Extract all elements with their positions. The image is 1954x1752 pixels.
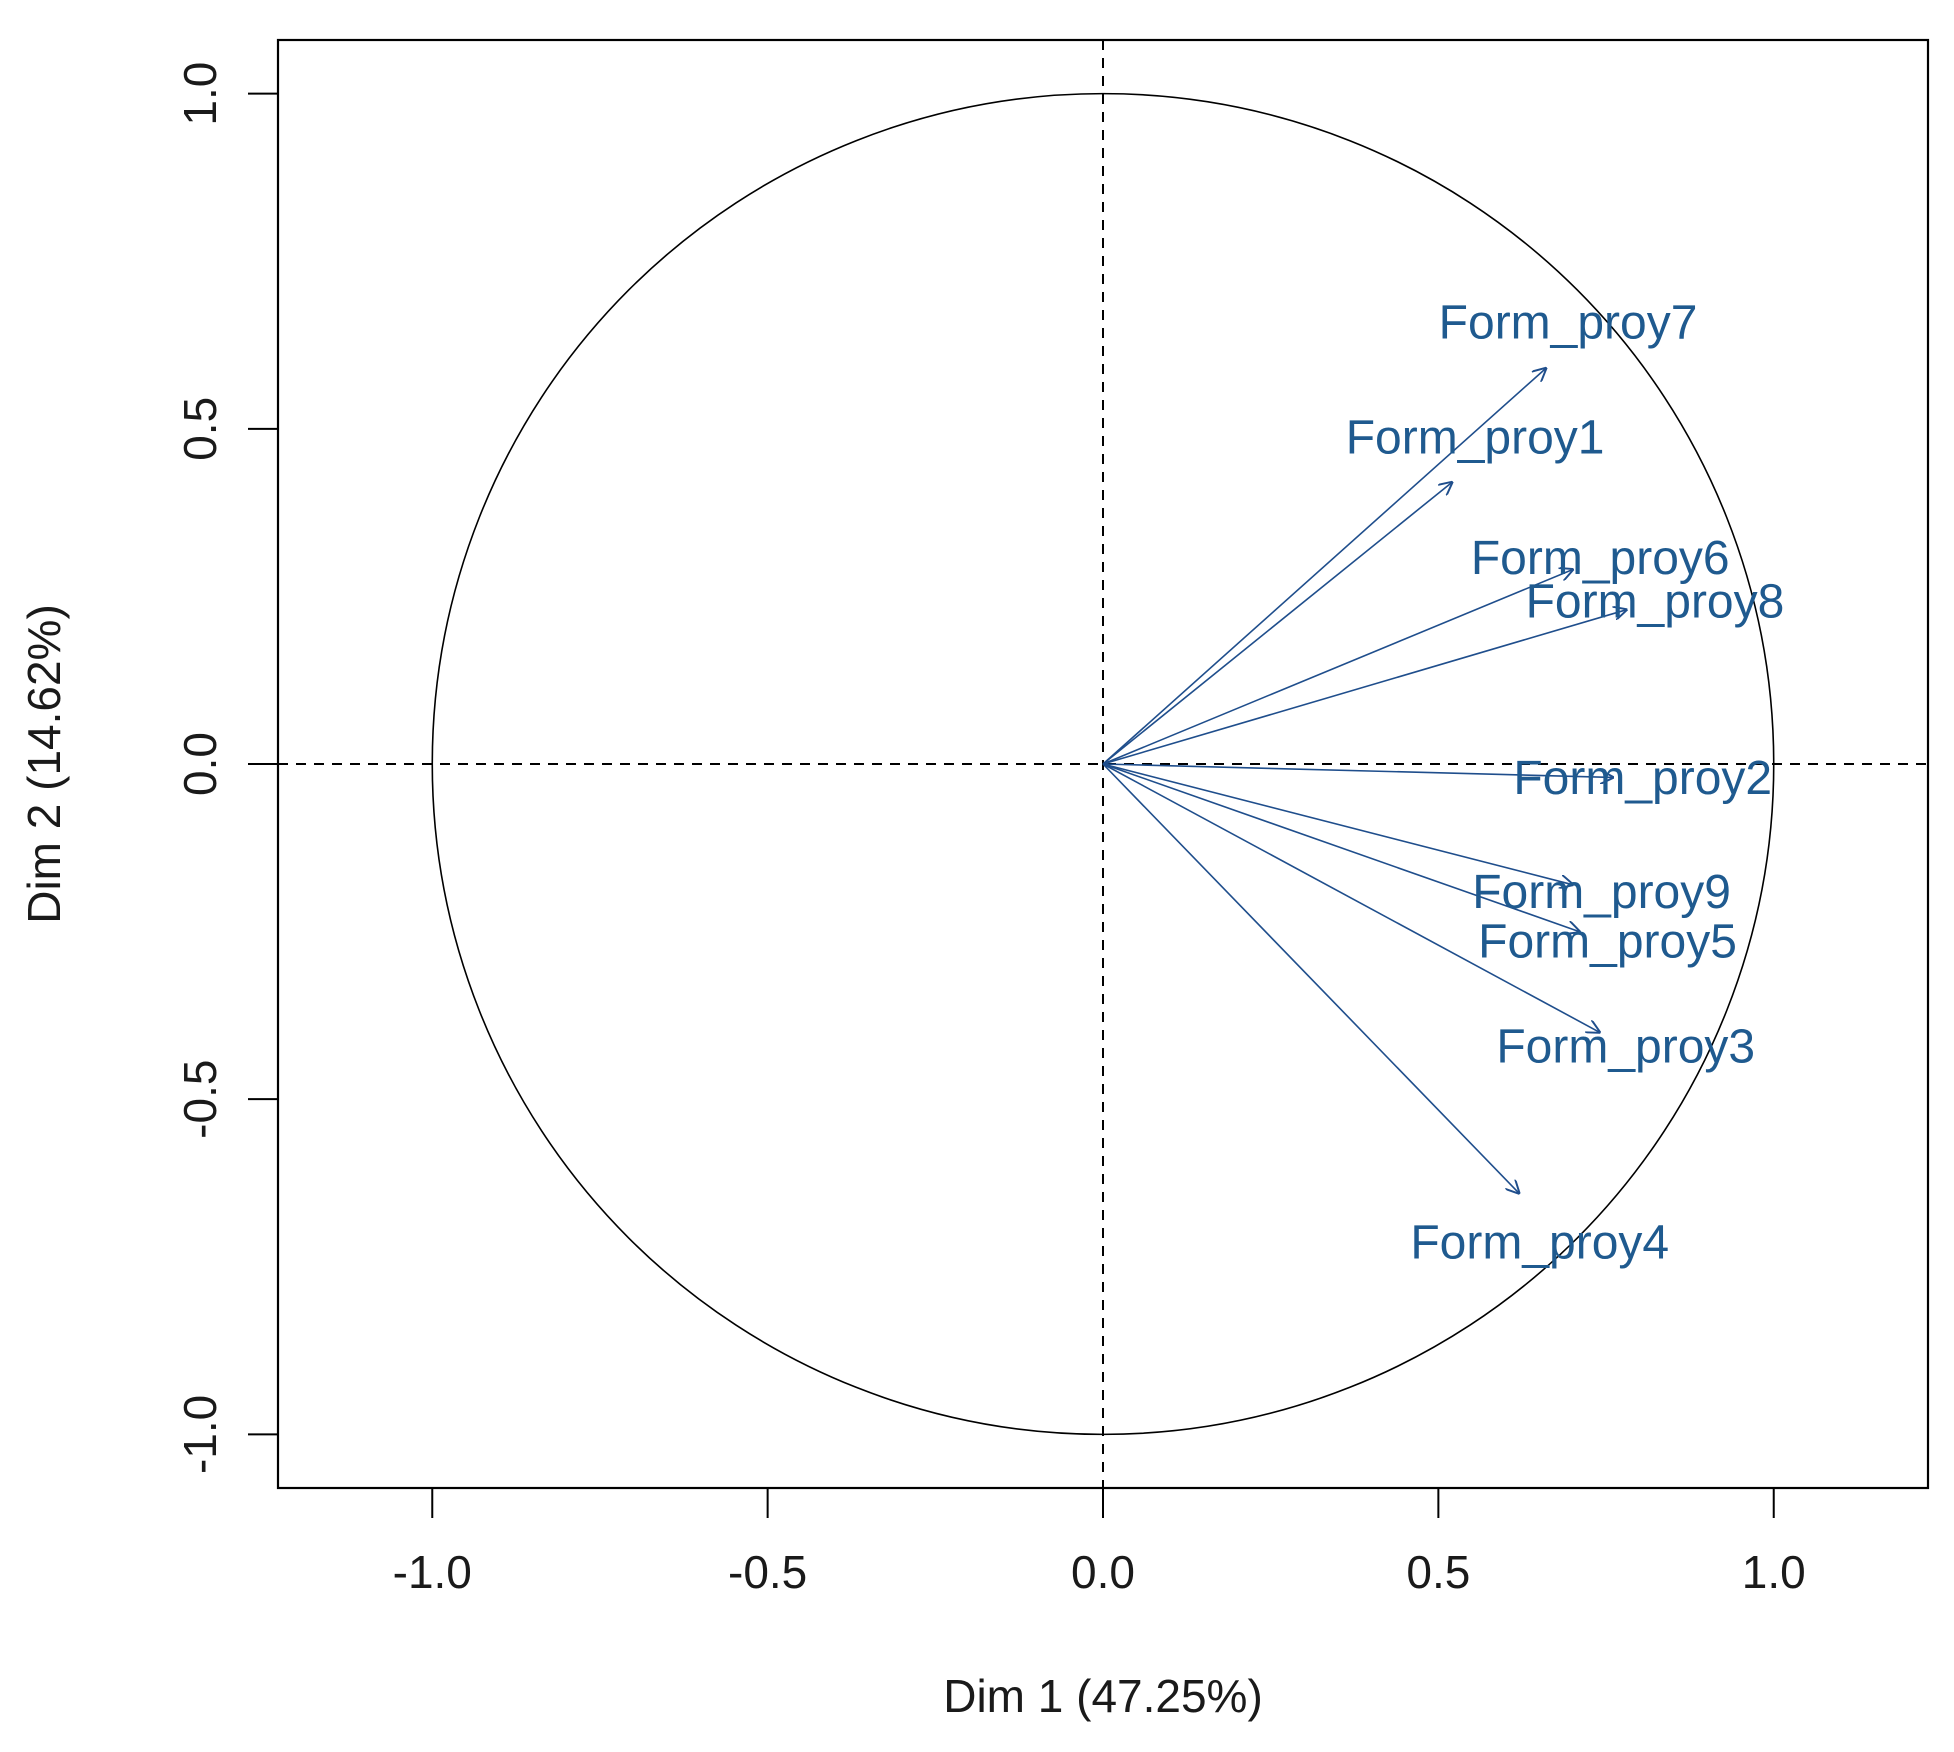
y-axis: -1.0 -0.5 0.0 0.5 1.0: [174, 62, 278, 1474]
y-axis-title: Dim 2 (14.62%): [18, 604, 70, 924]
y-tick-label: -1.0: [174, 1395, 226, 1474]
y-tick-label: 1.0: [174, 62, 226, 126]
y-tick-label: 0.5: [174, 397, 226, 461]
arrow-form-proy4: [1102, 763, 1519, 1193]
variable-label: Form_proy2: [1513, 752, 1772, 805]
y-tick-label: 0.0: [174, 732, 226, 796]
variable-label: Form_proy1: [1346, 412, 1605, 465]
arrow-form-proy1: [1102, 482, 1452, 765]
variable-labels: Form_proy7 Form_proy1 Form_proy6Form_proy8…: [1346, 296, 1785, 1269]
x-tick-label: 0.0: [1071, 1546, 1135, 1598]
arrow-form-proy3: [1102, 763, 1599, 1032]
variable-arrows: [1102, 368, 1626, 1193]
x-tick-label: -0.5: [728, 1546, 807, 1598]
x-axis: -1.0 -0.5 0.0 0.5 1.0: [393, 1488, 1806, 1598]
x-axis-title: Dim 1 (47.25%): [943, 1670, 1263, 1722]
x-tick-label: 0.5: [1406, 1546, 1470, 1598]
arrow-form-proy9: [1102, 763, 1573, 885]
x-tick-label: 1.0: [1742, 1546, 1806, 1598]
arrow-form-proy8: [1102, 610, 1626, 765]
variable-label: Form_proy6: [1471, 532, 1730, 585]
arrow-form-proy5: [1102, 763, 1579, 932]
variable-label: Form_proy3: [1496, 1020, 1755, 1073]
y-tick-label: -0.5: [174, 1060, 226, 1139]
arrow-form-proy2: [1102, 763, 1613, 777]
x-tick-label: -1.0: [393, 1546, 472, 1598]
variable-label: Form_proy7: [1439, 296, 1698, 349]
variable-label: Form_proy4: [1410, 1217, 1669, 1270]
arrow-form-proy6: [1102, 570, 1573, 765]
variable-label: Form_proy8: [1526, 575, 1785, 628]
variable-label: Form_proy9: [1472, 866, 1731, 919]
variable-label: Form_proy5: [1478, 916, 1737, 969]
arrow-form-proy7: [1102, 368, 1546, 765]
